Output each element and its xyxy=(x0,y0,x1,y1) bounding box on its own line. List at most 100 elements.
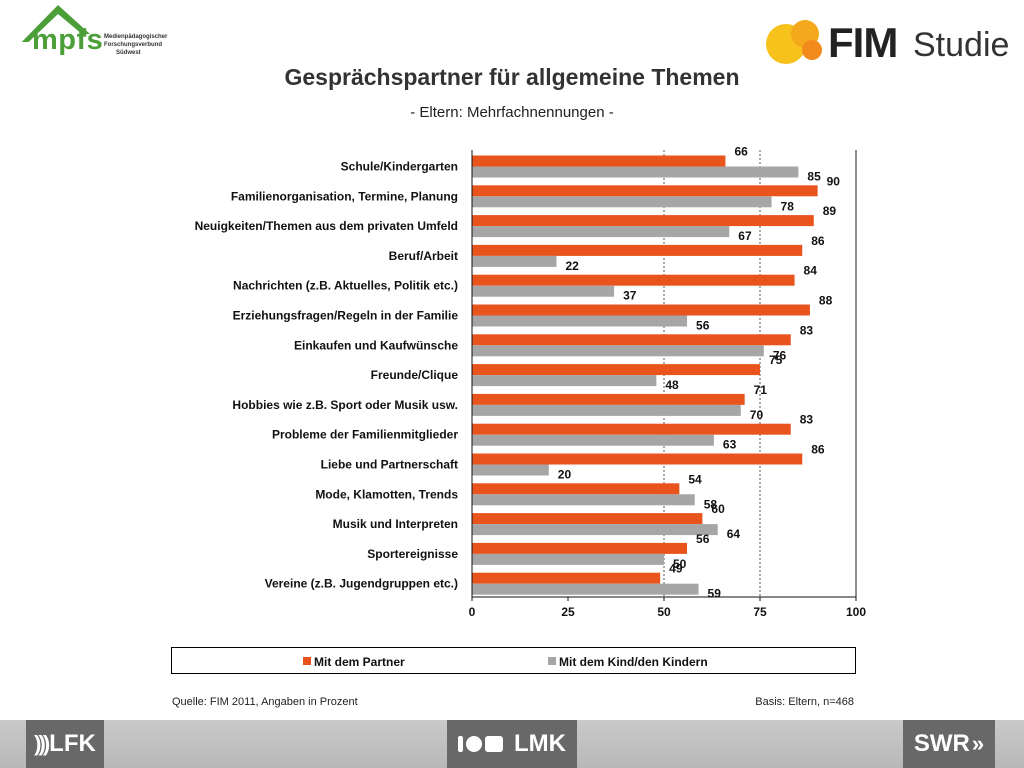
value-label-partner: 83 xyxy=(800,323,814,337)
value-label-partner: 60 xyxy=(711,502,725,516)
source-note: Quelle: FIM 2011, Angaben in Prozent xyxy=(172,696,358,708)
category-label: Neuigkeiten/Themen aus dem privaten Umfe… xyxy=(195,219,458,233)
category-label: Schule/Kindergarten xyxy=(341,160,458,174)
category-label: Musik und Interpreten xyxy=(333,517,458,531)
legend-swatch-partner xyxy=(303,657,311,665)
value-label-kind: 20 xyxy=(558,468,572,482)
bar-partner xyxy=(472,274,795,286)
category-label: Erziehungsfragen/Regeln in der Familie xyxy=(233,309,459,323)
value-label-kind: 67 xyxy=(738,229,752,243)
legend-item-kind: Mit dem Kind/den Kindern xyxy=(548,656,708,668)
bar-kind xyxy=(472,404,741,416)
value-label-kind: 22 xyxy=(565,259,579,273)
bar-partner xyxy=(472,393,745,405)
lfk-logo: ))) LFK xyxy=(26,720,104,768)
value-label-kind: 58 xyxy=(704,497,718,511)
bar-partner xyxy=(472,364,760,376)
value-label-partner: 89 xyxy=(823,204,837,218)
category-label: Probleme der Familienmitglieder xyxy=(272,428,458,442)
bar-partner xyxy=(472,334,791,346)
bar-partner xyxy=(472,423,791,435)
value-label-partner: 88 xyxy=(819,294,833,308)
bar-kind xyxy=(472,375,657,387)
value-label-partner: 86 xyxy=(811,443,825,457)
chart-subtitle: - Eltern: Mehrfachnennungen - xyxy=(410,104,614,121)
fim-studie-logo: FIM Studie xyxy=(760,8,1020,78)
value-label-kind: 50 xyxy=(673,557,687,571)
chart-title: Gesprächspartner für allgemeine Themen xyxy=(284,64,740,90)
fim-circles-icon xyxy=(766,20,822,64)
value-label-partner: 54 xyxy=(688,472,702,486)
footer-bar: ))) LFK LMK SWR» xyxy=(0,720,1024,768)
category-label: Mode, Klamotten, Trends xyxy=(315,487,458,501)
bar-kind xyxy=(472,345,764,357)
x-tick-label: 100 xyxy=(846,605,866,619)
value-label-partner: 90 xyxy=(827,174,841,188)
category-label: Hobbies wie z.B. Sport oder Musik usw. xyxy=(232,398,458,412)
bar-chart: Schule/Kindergarten 66 85 Familienorganisat… xyxy=(195,145,867,620)
bar-partner xyxy=(472,483,680,495)
value-label-kind: 76 xyxy=(773,348,787,362)
value-label-partner: 56 xyxy=(696,532,710,546)
x-tick-label: 0 xyxy=(469,605,476,619)
swr-logo: SWR» xyxy=(903,720,995,768)
value-label-partner: 71 xyxy=(754,383,768,397)
value-label-kind: 78 xyxy=(781,199,795,213)
bar-kind xyxy=(472,166,799,178)
category-label: Vereine (z.B. Jugendgruppen etc.) xyxy=(265,577,458,591)
bar-kind xyxy=(472,553,664,565)
bar-kind xyxy=(472,285,615,297)
swr-arrows-icon: » xyxy=(971,731,985,756)
legend-swatch-kind xyxy=(548,657,556,665)
value-label-kind: 64 xyxy=(727,527,741,541)
basis-note: Basis: Eltern, n=468 xyxy=(755,696,854,708)
category-label: Nachrichten (z.B. Aktuelles, Politik etc… xyxy=(233,279,458,293)
bar-partner xyxy=(472,185,818,197)
value-label-partner: 86 xyxy=(811,234,825,248)
mpfs-roof-icon xyxy=(21,5,90,42)
value-label-partner: 75 xyxy=(769,353,783,367)
bar-kind xyxy=(472,464,549,476)
bar-partner xyxy=(472,542,688,554)
value-label-kind: 70 xyxy=(750,408,764,422)
legend-item-partner: Mit dem Partner xyxy=(303,656,405,668)
value-label-kind: 59 xyxy=(708,587,722,601)
lmk-shapes-icon xyxy=(458,736,506,752)
bar-partner xyxy=(472,304,810,316)
bar-kind xyxy=(472,434,714,446)
bar-kind xyxy=(472,524,718,536)
chart-legend: Mit dem Partner Mit dem Kind/den Kindern xyxy=(171,647,856,674)
bar-partner xyxy=(472,215,814,227)
value-label-kind: 85 xyxy=(807,170,821,184)
value-label-partner: 66 xyxy=(734,145,748,159)
x-tick-label: 50 xyxy=(657,605,671,619)
mpfs-logo-text: mpfs xyxy=(32,24,104,56)
category-label: Freunde/Clique xyxy=(371,368,459,382)
category-label: Sportereignisse xyxy=(367,547,458,561)
value-label-partner: 49 xyxy=(669,562,683,576)
category-label: Beruf/Arbeit xyxy=(389,249,458,263)
legend-label-kind: Mit dem Kind/den Kindern xyxy=(559,655,708,669)
fim-logo-text: FIM xyxy=(828,19,898,66)
bar-kind xyxy=(472,315,688,327)
value-label-kind: 48 xyxy=(665,378,679,392)
category-label: Einkaufen und Kaufwünsche xyxy=(294,338,458,352)
category-label: Familienorganisation, Termine, Planung xyxy=(231,189,458,203)
value-label-kind: 63 xyxy=(723,438,737,452)
bar-kind xyxy=(472,196,772,208)
value-label-partner: 83 xyxy=(800,413,814,427)
legend-label-partner: Mit dem Partner xyxy=(314,655,405,669)
x-tick-label: 25 xyxy=(561,605,575,619)
studie-logo-text: Studie xyxy=(913,26,1010,64)
category-label: Liebe und Partnerschaft xyxy=(321,458,458,472)
mpfs-logo: mpfs Medienpädagogischer Forschungsverbu… xyxy=(8,2,178,64)
lfk-bars-icon: ))) xyxy=(34,731,50,756)
value-label-partner: 84 xyxy=(804,264,818,278)
bar-partner xyxy=(472,453,803,465)
bar-partner xyxy=(472,244,803,256)
lmk-logo: LMK xyxy=(447,720,577,768)
bar-kind xyxy=(472,226,730,238)
bar-kind xyxy=(472,583,699,595)
bar-kind xyxy=(472,494,695,506)
bar-partner xyxy=(472,572,661,584)
